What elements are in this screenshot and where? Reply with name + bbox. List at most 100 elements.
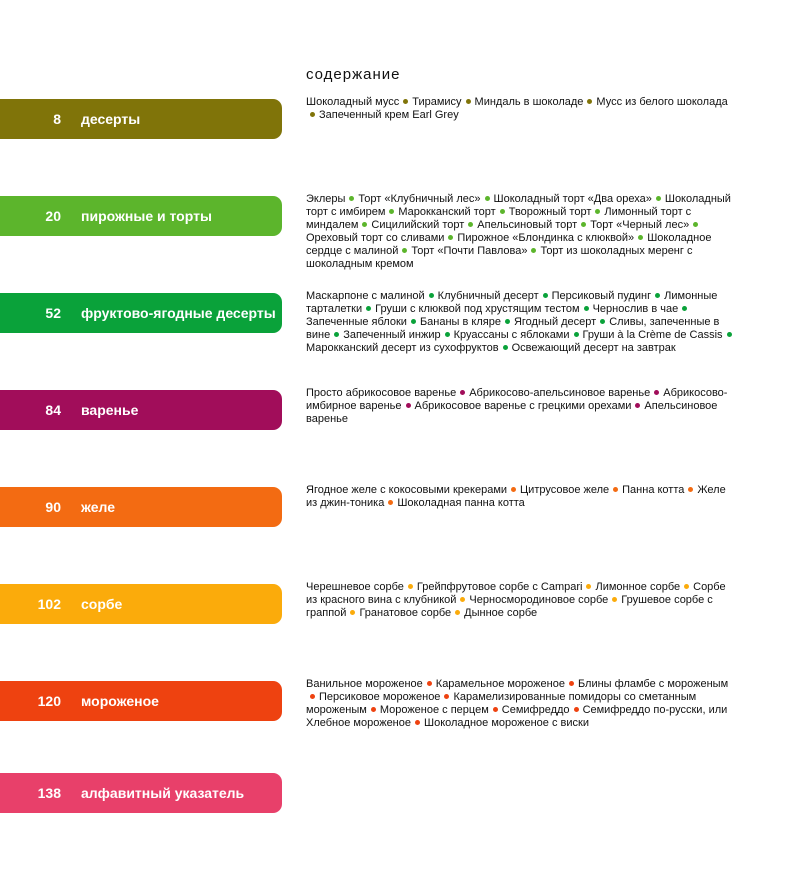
recipe-item[interactable]: Семифреддо xyxy=(501,704,570,716)
recipe-list: Черешневое сорбе Грейпфрутовое сорбе с Ca… xyxy=(306,581,738,620)
recipe-item[interactable]: Эклеры xyxy=(306,193,346,205)
page-number: 84 xyxy=(45,402,61,418)
recipe-item[interactable]: Грейпфрутовое сорбе с Campari xyxy=(416,581,583,593)
recipe-item[interactable]: Торт «Почти Павлова» xyxy=(411,245,528,257)
section-tab[interactable]: 90 желе xyxy=(0,487,282,527)
recipe-item[interactable]: Клубничный десерт xyxy=(437,290,539,302)
bullet-icon xyxy=(504,319,510,325)
section-tab[interactable]: 138 алфавитный указатель xyxy=(0,773,282,813)
recipe-item[interactable]: Ягодное желе с кокосовыми крекерами xyxy=(306,484,508,496)
recipe-item[interactable]: Абрикосово-апельсиновое варенье xyxy=(469,387,651,399)
bullet-icon xyxy=(688,487,694,493)
recipe-item[interactable]: Шоколадный мусс xyxy=(306,96,400,108)
recipe-item[interactable]: Миндаль в шоколаде xyxy=(474,96,584,108)
recipe-item[interactable]: Сицилийский торт xyxy=(371,219,465,231)
bullet-icon xyxy=(693,222,699,228)
bullet-icon xyxy=(583,306,589,312)
recipe-item[interactable]: Лимонный торт с миндалем xyxy=(306,206,692,231)
recipe-item[interactable]: Персиковое мороженое xyxy=(319,691,441,703)
bullet-icon xyxy=(581,222,587,228)
recipe-item[interactable]: Шоколадный торт «Два ореха» xyxy=(493,193,652,205)
recipe-item[interactable]: Марокканский десерт из сухофруктов xyxy=(306,342,499,354)
recipe-item[interactable]: Творожный торт xyxy=(508,206,592,218)
page-number: 20 xyxy=(45,208,61,224)
recipe-item[interactable]: Шоколадная панна котта xyxy=(397,497,525,509)
section-tab[interactable]: 84 варенье xyxy=(0,390,282,430)
recipe-item[interactable]: Пирожное «Блондинка с клюквой» xyxy=(457,232,635,244)
recipe-item[interactable]: Карамельное мороженое xyxy=(435,678,565,690)
page-number: 120 xyxy=(37,693,61,709)
recipe-item[interactable]: Ягодный десерт xyxy=(513,316,597,328)
recipe-item[interactable]: Сливы, запеченные в вине xyxy=(306,316,720,341)
bullet-icon xyxy=(465,99,471,105)
bullet-icon xyxy=(444,332,450,338)
recipe-item[interactable]: Чернослив в чае xyxy=(592,303,679,315)
recipe-item[interactable]: Запеченный крем Earl Grey xyxy=(319,109,459,121)
recipe-item[interactable]: Дынное сорбе xyxy=(464,607,538,619)
bullet-icon xyxy=(310,694,315,700)
recipe-item[interactable]: Персиковый пудинг xyxy=(551,290,652,302)
bullet-icon xyxy=(428,293,434,299)
recipe-item[interactable]: Абрикосовое варенье с грецкими орехами xyxy=(414,400,632,412)
recipe-item[interactable]: Сорбе из красного вина с клубникой xyxy=(306,581,726,606)
recipe-item[interactable]: Черносмородиновое сорбе xyxy=(469,594,609,606)
recipe-item[interactable]: Желе из джин-тоника xyxy=(306,484,726,509)
recipe-item[interactable]: Маскарпоне с малиной xyxy=(306,290,425,302)
recipe-item[interactable]: Марокканский торт xyxy=(398,206,496,218)
recipe-item[interactable]: Карамелизированные помидоры со сметанным… xyxy=(306,691,697,716)
section-tab[interactable]: 120 мороженое xyxy=(0,681,282,721)
section-label: пирожные и торты xyxy=(81,208,212,224)
bullet-icon xyxy=(499,209,505,215)
recipe-item[interactable]: Гранатовое сорбе xyxy=(359,607,452,619)
bullet-icon xyxy=(568,681,574,687)
section-tab[interactable]: 52 фруктово-ягодные десерты xyxy=(0,293,282,333)
recipe-item[interactable]: Апельсиновое варенье xyxy=(306,400,718,425)
bullet-icon xyxy=(586,584,592,590)
recipe-item[interactable]: Блины фламбе с мороженым xyxy=(577,678,729,690)
recipe-item[interactable]: Бананы в кляре xyxy=(419,316,501,328)
recipe-item[interactable]: Круассаны с яблоками xyxy=(453,329,570,341)
bullet-icon xyxy=(573,707,579,713)
recipe-item[interactable]: Ванильное мороженое xyxy=(306,678,423,690)
bullet-icon xyxy=(362,222,368,228)
recipe-item[interactable]: Мороженое с перцем xyxy=(379,704,489,716)
bullet-icon xyxy=(726,332,732,338)
bullet-icon xyxy=(405,403,411,409)
recipe-item[interactable]: Тирамису xyxy=(412,96,462,108)
recipe-item[interactable]: Шоколадное сердце с малиной xyxy=(306,232,712,257)
recipe-item[interactable]: Панна котта xyxy=(622,484,685,496)
bullet-icon xyxy=(389,209,395,215)
recipe-item[interactable]: Лимонное сорбе xyxy=(595,581,681,593)
recipe-item[interactable]: Цитрусовое желе xyxy=(520,484,610,496)
recipe-item[interactable]: Торт «Черный лес» xyxy=(590,219,690,231)
bullet-icon xyxy=(684,584,690,590)
bullet-icon xyxy=(492,707,498,713)
section-tab[interactable]: 20 пирожные и торты xyxy=(0,196,282,236)
bullet-icon xyxy=(654,390,660,396)
recipe-item[interactable]: Просто абрикосовое варенье xyxy=(306,387,457,399)
recipe-item[interactable]: Запеченный инжир xyxy=(343,329,441,341)
recipe-item[interactable]: Торт «Клубничный лес» xyxy=(358,193,481,205)
recipe-item[interactable]: Шоколадный торт с имбирем xyxy=(306,193,731,218)
recipe-item[interactable]: Мусс из белого шоколада xyxy=(596,96,728,108)
recipe-item[interactable]: Ореховый торт со сливами xyxy=(306,232,445,244)
recipe-item[interactable]: Лимонные тарталетки xyxy=(306,290,718,315)
recipe-item[interactable]: Шоколадное мороженое с виски xyxy=(424,717,589,729)
recipe-item[interactable]: Грушевое сорбе с граппой xyxy=(306,594,713,619)
section-tab[interactable]: 102 сорбе xyxy=(0,584,282,624)
recipe-item[interactable]: Апельсиновый торт xyxy=(477,219,578,231)
recipe-item[interactable]: Груши с клюквой под хрустящим тестом xyxy=(375,303,580,315)
recipe-item[interactable]: Груши à la Crème de Cassis xyxy=(582,329,723,341)
recipe-item[interactable]: Торт из шоколадных меренг с шоколадным к… xyxy=(306,245,693,270)
bullet-icon xyxy=(349,196,355,202)
recipe-item[interactable]: Освежающий десерт на завтрак xyxy=(511,342,676,354)
recipe-item[interactable]: Семифреддо по-русски, или Хлебное мороже… xyxy=(306,704,728,729)
recipe-list: Шоколадный мусс Тирамису Миндаль в шоколад… xyxy=(306,96,738,122)
section-tab[interactable]: 8 десерты xyxy=(0,99,282,139)
recipe-list: Эклеры Торт «Клубничный лес» Шоколадный то… xyxy=(306,193,738,271)
recipe-item[interactable]: Запеченные яблоки xyxy=(306,316,407,328)
recipe-item[interactable]: Абрикосово-имбирное варенье xyxy=(306,387,728,412)
page-number: 90 xyxy=(45,499,61,515)
recipe-item[interactable]: Черешневое сорбе xyxy=(306,581,404,593)
bullet-icon xyxy=(402,248,408,254)
